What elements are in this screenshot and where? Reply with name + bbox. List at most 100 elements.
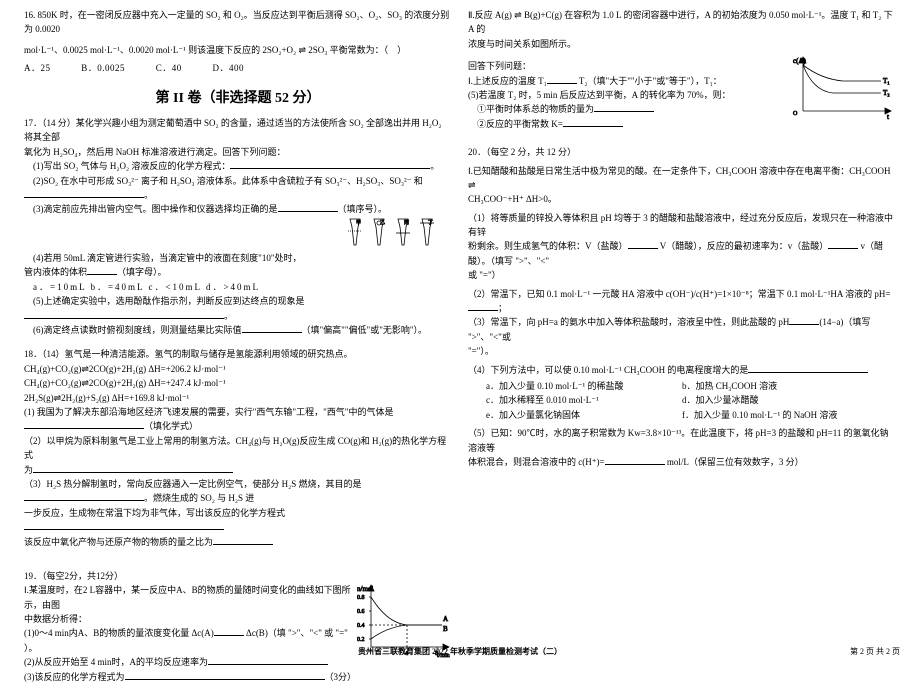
- svg-text:丙: 丙: [404, 220, 409, 226]
- q20-optB: b．加热 CH₃COOH 溶液: [682, 379, 896, 393]
- q20-i5b: 体积混合，则混合溶液中的 c(H⁺)= mol/L（保留三位有效数字，3 分）: [468, 455, 896, 469]
- q17-head: 17．（14 分）某化学兴趣小组为测定葡萄酒中 SO₂ 的含量，通过适当的方法使…: [24, 116, 452, 145]
- q20: 20．（每空 2 分，共 12 分） Ⅰ.已知醋酸和盐酸是日常生活中极为常见的酸…: [468, 145, 896, 469]
- q17-i5: (5)上述确定实验中，选用酚酞作指示剂，判断反应到达终点的现象是。: [24, 294, 452, 323]
- svg-text:n/mol: n/mol: [357, 585, 373, 593]
- q20-optC: c．加水稀释至 0.010 mol·L⁻¹: [468, 393, 682, 407]
- svg-text:t: t: [887, 113, 889, 121]
- q18-l3: 2H₂S(g)⇌2H₂(g)+S₂(g) ΔH=+169.8 kJ·mol⁻¹: [24, 391, 452, 405]
- q20-i3b: "="）。: [468, 344, 896, 358]
- blank: [468, 310, 498, 311]
- blank: [24, 529, 224, 530]
- q16-optB: B．0.0025: [81, 63, 125, 73]
- q20-i4: （4）下列方法中，可以使 0.10 mol·L⁻¹ CH₃COOH 的电离程度增…: [468, 363, 896, 377]
- q17-i3-row: (3)滴定前应先排出管内空气。图中操作和仪器选择均正确的是（填序号）。 甲 乙 …: [24, 202, 452, 251]
- q20-i2: （2）常温下，已知 0.1 mol·L⁻¹ 一元酸 HA 溶液中 c(OH⁻)/…: [468, 287, 896, 316]
- q18-p3: （3）H₂S 热分解制氢时，常向反应器通入一定比例空气，使部分 H₂S 燃烧，其…: [24, 477, 452, 506]
- q18-l1: CH₄(g)+CO₂(g)⇌2CO(g)+2H₂(g) ΔH=+206.2 kJ…: [24, 362, 452, 376]
- q18-p2: （2）以甲烷为原料制氢气是工业上常用的制氢方法。CH₄(g)与 H₂O(g)反应…: [24, 434, 452, 463]
- q17-i6: (6)滴定终点读数时俯视刻度线，则测量结果比实际值（填"偏高""偏低"或"无影响…: [24, 323, 452, 337]
- svg-text:甲: 甲: [356, 220, 361, 226]
- section-2-heading: 第 II 卷（非选择题 52 分）: [24, 88, 452, 110]
- q20-optA: a．加入少量 0.10 mol·L⁻¹ 的稀盐酸: [468, 379, 682, 393]
- blank: [278, 211, 338, 212]
- svg-text:0.4: 0.4: [357, 623, 365, 629]
- q16-line2: mol·L⁻¹、0.0025 mol·L⁻¹、0.0020 mol·L⁻¹ 则该…: [24, 43, 452, 57]
- blank: [628, 248, 658, 249]
- q20-i1tail: 或 "="）: [468, 268, 896, 282]
- q19: 19．（每空2分，共12分） n/mol 0.8 0.6 0.4 0.2 4 8…: [24, 569, 452, 684]
- blank: [24, 197, 144, 198]
- blank: [789, 324, 819, 325]
- blank: [214, 635, 244, 636]
- left-column: 16. 850K 时，在一密闭反应器中充入一定量的 SO₂ 和 O₂。当反应达到…: [16, 8, 460, 630]
- q17-i2: (2)SO₂ 在水中可形成 SO₃²⁻ 离子和 H₂SO₃ 溶液体系。此体系中含…: [24, 174, 452, 203]
- q16-optD: D．400: [213, 63, 245, 73]
- right-column: Ⅱ.反应 A(g) ⇌ B(g)+C(g) 在容积为 1.0 L 的密闭容器中进…: [460, 8, 904, 630]
- q18-l2: CH₄(g)+CO₂(g)⇌2CO(g)+2H₂(g) ΔH=+247.4 kJ…: [24, 376, 452, 390]
- q20-optE: e．加入少量氯化钠固体: [468, 408, 682, 422]
- blank: [605, 464, 665, 465]
- svg-text:T₁: T₁: [883, 77, 890, 85]
- q20-p1: Ⅰ.已知醋酸和盐酸是日常生活中极为常见的酸。在一定条件下，CH₃COOH 溶液中…: [468, 164, 896, 193]
- q20-head: 20．（每空 2 分，共 12 分）: [468, 145, 896, 159]
- q-II: Ⅱ.反应 A(g) ⇌ B(g)+C(g) 在容积为 1.0 L 的密闭容器中进…: [468, 8, 896, 131]
- qII-head: Ⅱ.反应 A(g) ⇌ B(g)+C(g) 在容积为 1.0 L 的密闭容器中进…: [468, 8, 896, 37]
- qII-head2: 浓度与时间关系如图所示。: [468, 37, 896, 51]
- q16-optA: A．25: [24, 63, 51, 73]
- blank: [213, 544, 273, 545]
- svg-text:0.2: 0.2: [357, 637, 365, 643]
- svg-text:c(A): c(A): [793, 57, 806, 65]
- q16-options: A．25 B．0.0025 C．40 D．400: [24, 61, 452, 75]
- q20-optD: d．加入少量冰醋酸: [682, 393, 896, 407]
- q17-i4b: 管内液体的体积（填字母）。: [24, 265, 452, 279]
- blank: [33, 472, 233, 473]
- blank: [828, 248, 858, 249]
- blank: [748, 372, 868, 373]
- q18-p2b: 为: [24, 463, 452, 477]
- q17: 17．（14 分）某化学兴趣小组为测定葡萄酒中 SO₂ 的含量，通过适当的方法使…: [24, 116, 452, 337]
- q17-i4opts: a．=10mL b．=40mL c．<10mL d．>40mL: [24, 280, 452, 294]
- blank: [208, 664, 328, 665]
- svg-text:0.8: 0.8: [357, 595, 365, 601]
- q17-i3: (3)滴定前应先排出管内空气。图中操作和仪器选择均正确的是: [33, 204, 278, 214]
- blank: [563, 126, 623, 127]
- q20-p1b: CH₃COO⁻+H⁺ ΔH>0。: [468, 192, 896, 206]
- q18-p4: 一步反应，生成物在常温下均为非气体，写出该反应的化学方程式: [24, 506, 452, 535]
- blank: [547, 83, 577, 84]
- q20-i1b: 粉剩余。则生成氢气的体积：V（盐酸） V（醋酸），反应的最初速率为：v（盐酸） …: [468, 239, 896, 268]
- blank: [125, 679, 325, 680]
- q16: 16. 850K 时，在一密闭反应器中充入一定量的 SO₂ 和 O₂。当反应达到…: [24, 8, 452, 76]
- q18: 18．（14）氢气是一种清洁能源。氢气的制取与储存是氢能源利用领域的研究热点。 …: [24, 347, 452, 548]
- chart-cA: c(A) t O T₁ T₂: [791, 55, 896, 125]
- q17-i4: (4)若用 50mL 滴定管进行实验，当滴定管中的液面在刻度"10"处时，: [24, 251, 452, 265]
- q18-head: 18．（14）氢气是一种清洁能源。氢气的制取与储存是氢能源利用领域的研究热点。: [24, 347, 452, 361]
- q20-i4-row3: e．加入少量氯化钠固体 f．加入少量 0.10 mol·L⁻¹ 的 NaOH 溶…: [468, 408, 896, 422]
- footer-right: 第 2 页 共 2 页: [850, 646, 900, 659]
- blank: [24, 428, 144, 429]
- q20-i4-row1: a．加入少量 0.10 mol·L⁻¹ 的稀盐酸 b．加热 CH₃COOH 溶液: [468, 379, 896, 393]
- q19-i3: (3)该反应的化学方程式为（3分）: [24, 670, 452, 684]
- q20-i4-row2: c．加水稀释至 0.010 mol·L⁻¹ d．加入少量冰醋酸: [468, 393, 896, 407]
- blank: [230, 168, 430, 169]
- q18-p1: (1) 我国为了解决东部沿海地区经济飞速发展的需要，实行"西气东输"工程，"西气…: [24, 405, 452, 434]
- q18-p5: 该反应中氧化产物与还原产物的物质的量之比为: [24, 535, 452, 549]
- q17-head2: 氧化为 H₂SO₄，然后用 NaOH 标准溶液进行滴定。回答下列问题：: [24, 145, 452, 159]
- svg-text:B: B: [443, 625, 448, 633]
- blank: [24, 318, 224, 319]
- blank: [594, 111, 654, 112]
- svg-text:0.6: 0.6: [357, 609, 365, 615]
- svg-text:T₂: T₂: [883, 89, 890, 97]
- blank: [242, 332, 302, 333]
- q16-line1: 16. 850K 时，在一密闭反应器中充入一定量的 SO₂ 和 O₂。当反应达到…: [24, 8, 452, 37]
- q20-optF: f．加入少量 0.10 mol·L⁻¹ 的 NaOH 溶液: [682, 408, 896, 422]
- q19-head: 19．（每空2分，共12分）: [24, 569, 452, 583]
- svg-text:丁: 丁: [428, 220, 433, 226]
- q16-optC: C．40: [156, 63, 182, 73]
- svg-text:A: A: [443, 615, 448, 623]
- q20-i3: （3）常温下，向 pH=a 的氨水中加入等体积盐酸时，溶液呈中性，则此盐酸的 p…: [468, 315, 896, 344]
- svg-text:O: O: [793, 111, 798, 117]
- q20-i1: （1）将等质量的锌投入等体积且 pH 均等于 3 的醋酸和盐酸溶液中，经过充分反…: [468, 211, 896, 240]
- footer-center: 贵州省三联教育集团 2022 年秋季学期质量检测考试（二）: [358, 646, 562, 659]
- q20-i5: （5）已知：90℃时，水的离子积常数为 Kw=3.8×10⁻¹³。在此温度下，将…: [468, 426, 896, 455]
